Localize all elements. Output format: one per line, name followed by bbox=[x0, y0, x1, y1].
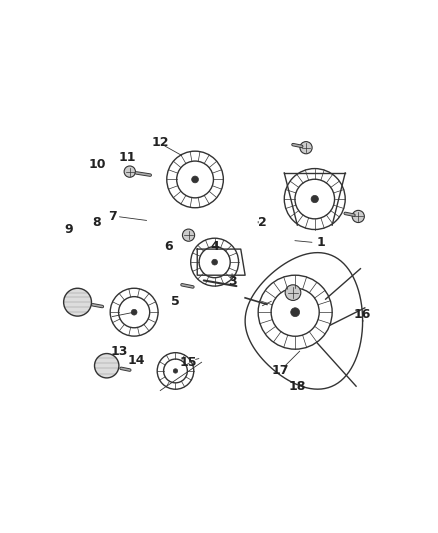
Text: 5: 5 bbox=[171, 295, 180, 308]
Text: 7: 7 bbox=[108, 210, 117, 223]
Text: 16: 16 bbox=[354, 308, 371, 321]
Text: 15: 15 bbox=[180, 356, 197, 369]
Text: 2: 2 bbox=[258, 216, 267, 230]
Circle shape bbox=[131, 309, 137, 315]
Circle shape bbox=[311, 196, 318, 203]
Text: 11: 11 bbox=[119, 151, 136, 164]
Text: 4: 4 bbox=[210, 240, 219, 253]
Circle shape bbox=[64, 288, 92, 316]
Text: 10: 10 bbox=[88, 158, 106, 171]
Text: 1: 1 bbox=[317, 236, 325, 249]
Text: 9: 9 bbox=[64, 223, 73, 236]
Text: 6: 6 bbox=[165, 240, 173, 253]
Text: 8: 8 bbox=[92, 216, 101, 230]
Text: 14: 14 bbox=[127, 353, 145, 367]
Circle shape bbox=[183, 229, 194, 241]
Text: 17: 17 bbox=[271, 365, 289, 377]
Circle shape bbox=[212, 259, 218, 265]
Text: 3: 3 bbox=[228, 275, 237, 288]
Text: 13: 13 bbox=[110, 345, 127, 358]
Circle shape bbox=[352, 211, 364, 223]
Circle shape bbox=[95, 353, 119, 378]
Circle shape bbox=[124, 166, 135, 177]
Circle shape bbox=[285, 285, 301, 301]
Circle shape bbox=[173, 369, 178, 373]
Circle shape bbox=[192, 176, 198, 183]
Circle shape bbox=[291, 308, 300, 317]
Text: 12: 12 bbox=[152, 136, 169, 149]
Text: 18: 18 bbox=[289, 379, 306, 393]
Circle shape bbox=[300, 142, 312, 154]
